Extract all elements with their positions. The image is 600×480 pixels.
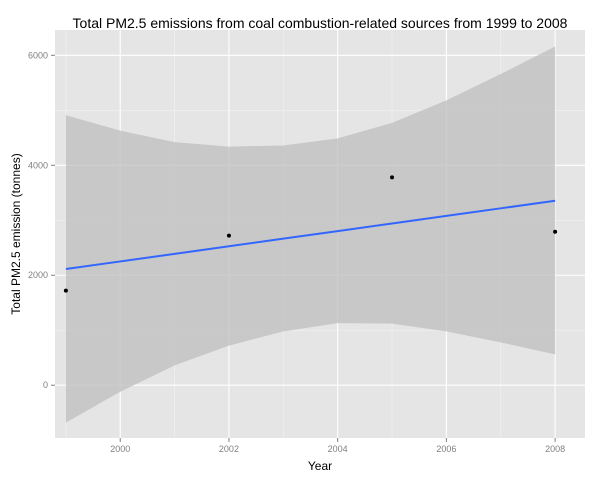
data-point [390, 175, 395, 180]
y-tick-label: 4000 [28, 160, 48, 170]
x-tick-label: 2006 [436, 444, 456, 454]
x-axis-ticks: 2000 2002 2004 2006 2008 [110, 438, 565, 454]
x-tick-label: 2008 [545, 444, 565, 454]
y-tick-label: 0 [43, 380, 48, 390]
data-point [63, 288, 68, 293]
x-tick-label: 2000 [110, 444, 130, 454]
data-point [226, 233, 231, 238]
y-tick-label: 2000 [28, 270, 48, 280]
data-point [553, 229, 558, 234]
chart-title: Total PM2.5 emissions from coal combusti… [73, 15, 568, 31]
fit-line [65, 199, 556, 270]
x-tick-label: 2004 [328, 444, 348, 454]
x-tick-label: 2002 [219, 444, 239, 454]
y-axis-ticks: 0 2000 4000 6000 [28, 50, 55, 390]
x-axis-label: Year [308, 459, 332, 473]
y-tick-label: 6000 [28, 50, 48, 60]
y-axis-label: Total PM2.5 emission (tonnes) [9, 153, 23, 314]
data-points [63, 175, 558, 293]
